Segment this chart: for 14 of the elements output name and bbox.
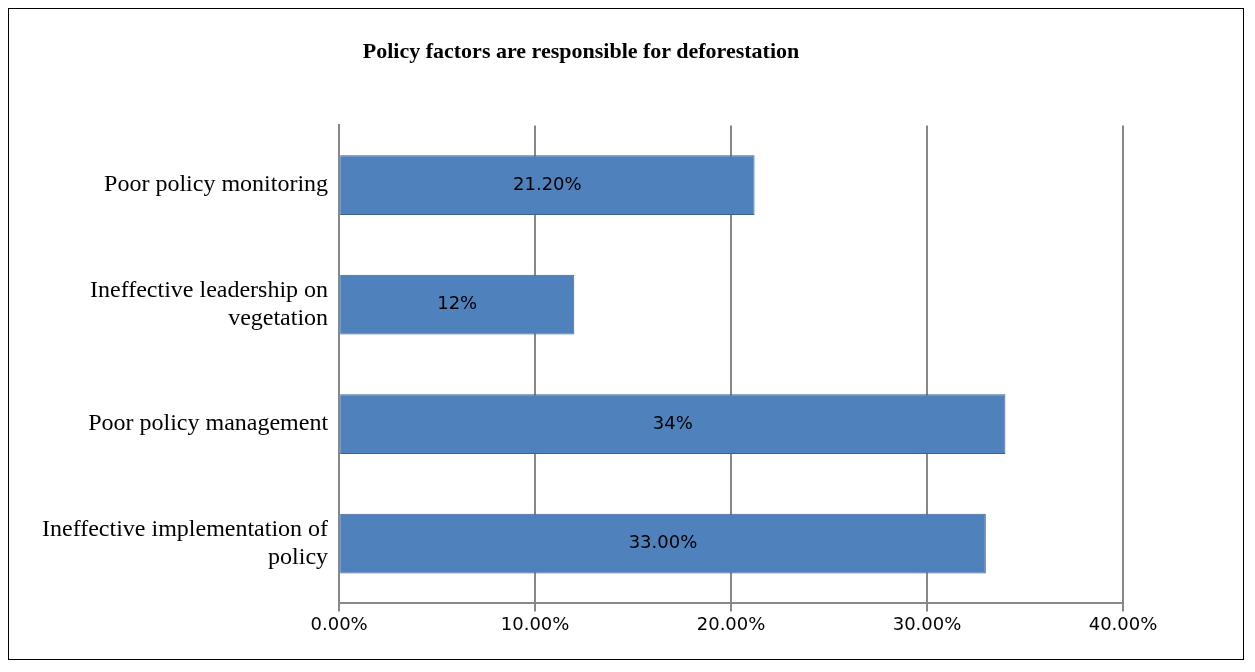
x-tick-label: 0.00% xyxy=(310,612,368,634)
data-label: 33.00% xyxy=(628,531,698,553)
data-label: 21.20% xyxy=(513,172,582,194)
x-tick-label: 30.00% xyxy=(892,612,962,634)
y-tick-label: Ineffective implementation of policy xyxy=(41,514,329,570)
x-tick-label: 10.00% xyxy=(500,612,570,634)
y-tick-label: Poor policy management xyxy=(88,409,329,436)
data-label: 12% xyxy=(437,292,478,314)
x-tick-label: 40.00% xyxy=(1088,612,1158,634)
x-tick-label: 20.00% xyxy=(696,612,766,634)
chart-title: Policy factors are responsible for deforestation xyxy=(362,37,800,63)
y-tick-label: Poor policy monitoring xyxy=(104,170,329,197)
data-label: 34% xyxy=(652,411,693,433)
y-tick-label: Ineffective leadership on vegetation xyxy=(89,275,329,331)
